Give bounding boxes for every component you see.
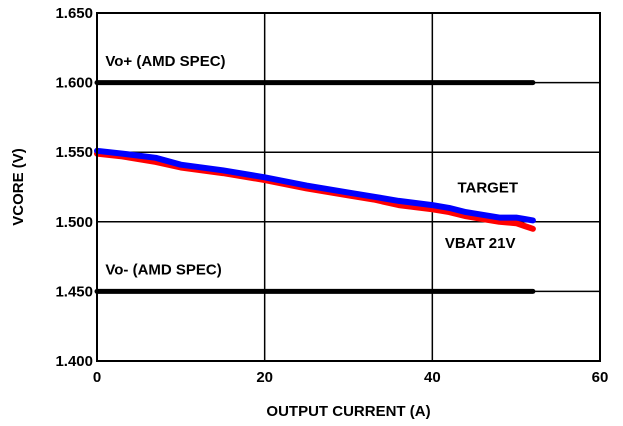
x-tick-label-1: 20 [256, 369, 273, 386]
y-tick-label-0: 1.400 [55, 353, 93, 370]
y-tick-label-2: 1.500 [55, 214, 93, 231]
series-lines [94, 80, 536, 294]
annotation-2: TARGET [457, 180, 518, 197]
y-tick-label-3: 1.550 [55, 144, 93, 161]
annotation-1: Vo- (AMD SPEC) [105, 262, 221, 279]
annotations: Vo+ (AMD SPEC) Vo- (AMD SPEC) TARGET VBAT 2… [105, 53, 518, 279]
y-axis-label: VCORE (V) [10, 148, 27, 226]
x-tick-label-0: 0 [93, 369, 101, 386]
x-axis-label: OUTPUT CURRENT (A) [266, 403, 430, 420]
plot-frame [96, 12, 601, 362]
annotation-3: VBAT 21V [445, 235, 516, 252]
y-tick-label-1: 1.450 [55, 283, 93, 300]
y-tick-label-4: 1.600 [55, 75, 93, 92]
y-tick-labels: 1.400 1.450 1.500 1.550 1.600 1.650 [55, 5, 93, 370]
x-tick-label-3: 60 [592, 369, 609, 386]
annotation-0: Vo+ (AMD SPEC) [105, 53, 225, 70]
x-tick-label-2: 40 [424, 369, 441, 386]
series-line-3 [94, 147, 536, 224]
y-tick-label-5: 1.650 [55, 5, 93, 22]
x-tick-labels: 0 20 40 60 [93, 369, 609, 386]
